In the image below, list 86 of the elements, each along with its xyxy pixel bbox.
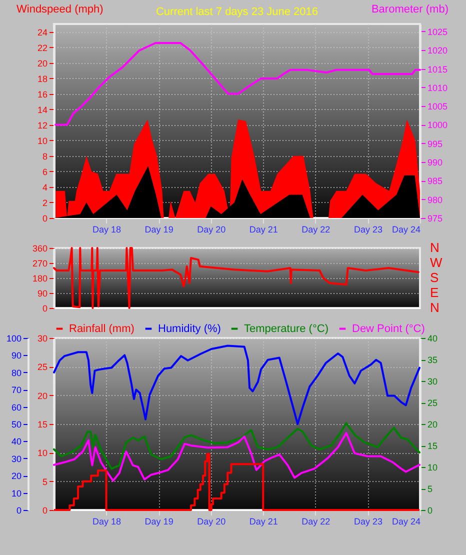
y-tick-label: 4 [42,182,48,192]
y2-tick-label: 1000 [428,120,448,130]
legend-label: Humidity (%) [158,322,221,335]
y-tick-label: 10 [37,448,48,458]
y-tick-label: 180 [32,274,48,284]
y2-tick-label: 1020 [428,46,448,56]
y3-tick-label: 80 [11,368,22,378]
y2-tick-label: 35 [428,355,438,365]
y2-tick-label: 15 [428,441,438,451]
y-axis-title: Windspeed (mph) [16,4,104,16]
y-tick-label: 0 [42,506,48,516]
x-tick-label: Day 22 [302,516,330,526]
y3-tick-label: 10 [11,488,22,498]
y2-tick-label: 1015 [428,64,448,74]
y2-tick-label: 1025 [428,26,448,37]
text: W [430,255,443,270]
x-tick-label: Day 20 [197,224,226,234]
y3-tick-label: 90 [11,350,22,361]
y3-tick-label: 70 [11,385,22,396]
y-tick-label: 360 [32,244,48,254]
y2-tick-label: 20 [428,420,438,430]
y-tick-label: 90 [37,288,48,298]
x-tick-label: Day 18 [92,516,122,526]
y2-axis-title: Barometer (mb) [371,4,448,16]
chart-title: Current last 7 days 23 June 2016 [156,6,318,18]
x-tick-label: Day 24 [392,516,420,526]
y2-tick-label: 985 [428,176,443,186]
y-tick-label: 12 [37,120,48,130]
y2-tick-label: 40 [428,334,438,344]
y-tick-label: 270 [32,258,48,268]
y2-tick-label: 975 [428,214,443,224]
y-tick-label: 18 [37,74,48,84]
x-tick-label: Day 24 [392,224,420,234]
x-tick-label: Day 19 [144,224,174,234]
y3-tick-label: 60 [11,402,22,412]
legend-label: Temperature (°C) [244,322,328,335]
y-tick-label: 6 [42,166,48,177]
y3-tick-label: 100 [6,334,22,344]
y2-tick-label: 5 [428,484,433,494]
y-tick-label: 25 [37,362,48,372]
y2-tick-label: 980 [428,194,443,205]
y-tick-label: 5 [42,476,48,487]
text: S [430,270,439,285]
y2-tick-label: 990 [428,158,443,168]
x-tick-label: Day 23 [354,516,382,526]
y3-tick-label: 30 [11,454,22,464]
y-tick-label: 0 [42,214,48,224]
y2-tick-label: 0 [428,506,433,516]
text: N [430,240,440,255]
y2-tick-label: 30 [428,376,438,386]
y-tick-label: 22 [37,42,48,53]
y-tick-label: 8 [42,151,48,162]
y-tick-label: 15 [37,420,48,430]
legend-label: Dew Point (°C) [352,322,425,335]
y3-tick-label: 20 [11,471,22,482]
x-tick-label: Day 19 [144,516,174,526]
y2-tick-label: 1010 [428,82,448,93]
y2-tick-label: 995 [428,138,443,149]
y-tick-label: 20 [37,58,48,68]
x-tick-label: Day 18 [92,224,122,234]
y2-tick-label: 1005 [428,102,448,112]
text: E [430,285,439,300]
line-series [53,422,420,470]
y2-tick-label: 10 [428,462,438,472]
y-tick-label: 2 [42,198,48,208]
legend-label: Rainfall (mm) [69,322,134,335]
x-tick-label: Day 21 [249,516,278,526]
line-series [53,247,420,309]
line-series [53,344,420,425]
y2-tick-label: 25 [428,398,438,408]
x-tick-label: Day 20 [197,516,226,526]
y3-tick-label: 40 [11,436,22,447]
y-tick-label: 10 [37,136,48,146]
text: N [430,300,440,315]
line-series [53,432,420,482]
y-tick-label: 30 [37,334,48,344]
x-tick-label: Day 23 [354,224,382,234]
y-tick-label: 14 [37,104,48,115]
y-tick-label: 16 [37,89,48,100]
y-tick-label: 24 [37,27,48,38]
y3-tick-label: 0 [16,506,22,516]
x-tick-label: Day 22 [302,224,330,234]
y-tick-label: 0 [42,304,48,314]
y-tick-label: 20 [37,390,48,401]
y3-tick-label: 50 [11,420,22,430]
x-tick-label: Day 21 [249,224,278,234]
